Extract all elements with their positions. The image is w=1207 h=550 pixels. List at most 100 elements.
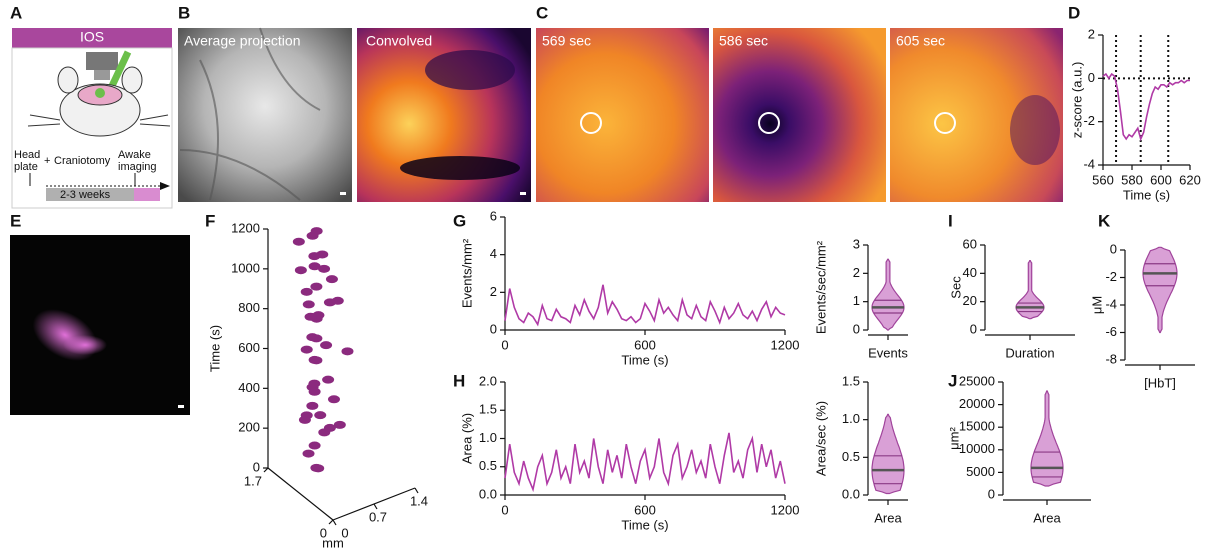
dark-region: [1010, 95, 1060, 165]
microscope: [86, 52, 118, 70]
panel-label: E: [10, 211, 21, 230]
y-axis-label: μm²: [946, 427, 961, 450]
y-tick: [332, 519, 337, 526]
event: [323, 423, 336, 432]
x-tick-label: 600: [634, 337, 656, 352]
y-tick-label: -8: [1105, 351, 1117, 366]
x-tick: [328, 519, 334, 525]
event: [333, 420, 346, 429]
y-tick-label: 5000: [966, 464, 995, 479]
panel-label: I: [948, 211, 953, 230]
event: [310, 282, 323, 291]
y-tick: [414, 487, 419, 494]
y-tick-label: 1.5: [842, 373, 860, 388]
event: [314, 411, 327, 420]
z-tick-label: 1200: [231, 220, 260, 235]
panel-a-title: IOS: [80, 29, 104, 45]
x-axis: [267, 467, 334, 521]
violin-body: [1015, 260, 1045, 320]
roi-circle: [934, 112, 956, 134]
violin-body: [1142, 246, 1178, 334]
frame-label: 586 sec: [719, 33, 768, 49]
image-label: Convolved: [366, 33, 432, 49]
y-tick-label: -2: [1105, 269, 1117, 284]
y-tick: [373, 503, 378, 510]
y-tick-label: 2.0: [479, 373, 497, 388]
panel-label: D: [1068, 3, 1080, 22]
y-tick-label: 0.0: [479, 486, 497, 501]
y-tick-label: 0: [1088, 70, 1095, 85]
y-tick-label: 1.5: [479, 402, 497, 417]
x-tick-label: 600: [1150, 172, 1172, 187]
y-tick-label: 25000: [959, 373, 995, 388]
x-tick-label: Duration: [1005, 345, 1054, 360]
x-tick-label: 1200: [771, 502, 800, 517]
panel-label: A: [10, 3, 22, 22]
data-line: [504, 284, 786, 327]
z-tick-label: 800: [238, 300, 260, 315]
x-axis-label: Time (s): [1123, 187, 1170, 202]
panel-label: K: [1098, 211, 1111, 230]
y-tick-label: 0.0: [842, 486, 860, 501]
y-tick-label: 2: [1088, 26, 1095, 41]
event: [300, 411, 313, 420]
timeline-imaging: [134, 188, 160, 201]
dark-region: [400, 156, 520, 180]
electrode: [108, 50, 132, 88]
y-tick-label: 0: [341, 525, 348, 540]
step-label: Awake: [118, 149, 151, 161]
step-plus: +: [44, 155, 50, 167]
event: [308, 252, 321, 261]
x-tick-label: [HbT]: [1144, 375, 1176, 390]
y-axis-label: Area (%): [459, 413, 474, 464]
x-tick-label: Area: [1033, 510, 1061, 525]
event: [323, 298, 336, 307]
objective: [94, 70, 110, 80]
y-tick-label: 0: [988, 486, 995, 501]
event: [322, 375, 335, 384]
x-tick: [263, 467, 269, 473]
event: [310, 356, 323, 365]
x-tick-label: 0: [320, 525, 327, 540]
panel-label: J: [948, 371, 957, 390]
violin-body: [871, 413, 905, 495]
y-tick-label: 1: [853, 293, 860, 308]
y-tick-label: 10000: [959, 441, 995, 456]
ear: [121, 66, 143, 94]
event: [312, 464, 325, 473]
event: [302, 449, 315, 458]
panel-label: F: [205, 211, 215, 230]
roi-circle: [580, 112, 602, 134]
axis-label: Time (s): [207, 325, 222, 372]
vessels: [179, 27, 321, 201]
x-tick-label: 1200: [771, 337, 800, 352]
y-tick-label: 2: [490, 284, 497, 299]
event: [302, 300, 315, 309]
x-tick-label: 620: [1179, 172, 1201, 187]
event: [318, 264, 331, 273]
z-tick-label: 600: [238, 340, 260, 355]
panel-label: B: [178, 3, 190, 22]
y-axis-label: Events/mm²: [459, 238, 474, 308]
x-tick-label: Events: [868, 345, 908, 360]
x-tick-label: Area: [874, 510, 902, 525]
y-tick-label: 3: [853, 236, 860, 251]
y-axis-label: μM: [1089, 296, 1104, 314]
step-label: imaging: [118, 161, 157, 173]
violin-body: [871, 258, 905, 331]
event: [306, 333, 319, 342]
y-tick-label: -6: [1105, 324, 1117, 339]
ear: [57, 66, 79, 94]
event: [300, 287, 313, 296]
frame-image: [713, 28, 886, 202]
y-tick-label: 20: [963, 293, 977, 308]
y-tick-label: 0.7: [369, 509, 387, 524]
x-axis-label: Time (s): [621, 517, 668, 532]
timeline-bar: [46, 188, 134, 201]
event: [320, 341, 333, 350]
y-tick-label: 6: [490, 208, 497, 223]
event: [325, 275, 338, 284]
scale-bar: [520, 192, 526, 195]
z-tick-label: 200: [238, 420, 260, 435]
